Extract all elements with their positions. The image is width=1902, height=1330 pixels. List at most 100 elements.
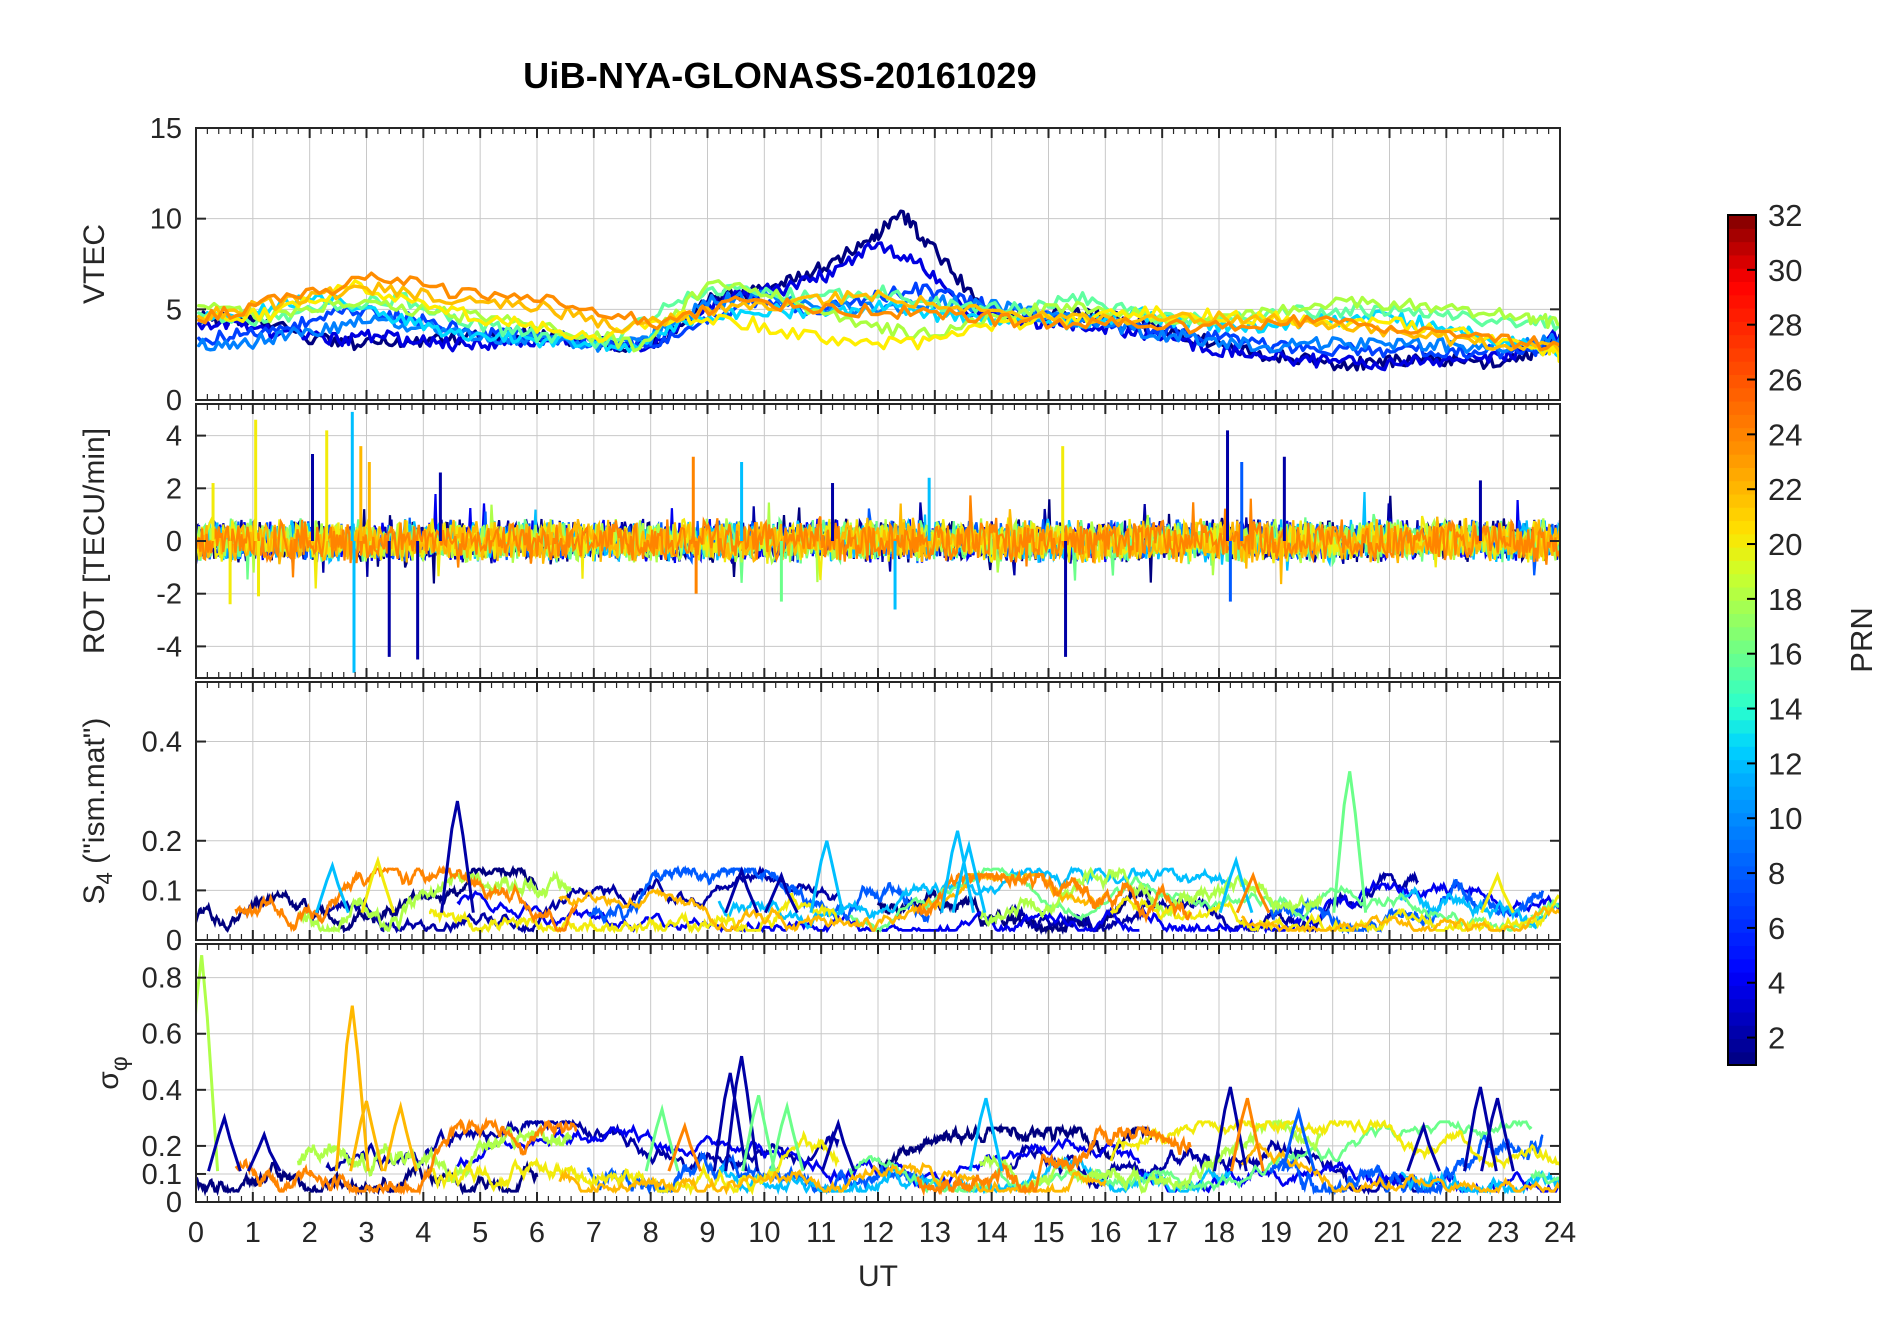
data-peak <box>360 855 396 914</box>
x-tick-label: 4 <box>415 1217 431 1249</box>
colorbar-segment <box>1728 427 1756 442</box>
data-series <box>234 1116 578 1197</box>
y-axis-label: VTEC <box>78 224 111 304</box>
y-tick-label: -4 <box>156 631 182 663</box>
colorbar-segment <box>1728 653 1756 668</box>
colorbar-segment <box>1728 493 1756 508</box>
colorbar-tick-label: 22 <box>1768 472 1802 507</box>
panel-rot: -4 -2 0 2 4 ROT [TECU/min] <box>78 403 1561 679</box>
colorbar-segment <box>1728 945 1756 960</box>
colorbar-segment <box>1728 215 1756 229</box>
data-series <box>558 1161 1107 1196</box>
colorbar-tick-label: 12 <box>1768 746 1802 781</box>
x-tick-label: 18 <box>1203 1217 1235 1249</box>
data-series <box>718 1156 1232 1196</box>
data-series <box>428 892 839 935</box>
colorbar-segment <box>1728 454 1756 468</box>
data-series <box>1240 905 1560 934</box>
colorbar-segment <box>1728 865 1756 880</box>
colorbar-segment <box>1728 626 1756 641</box>
data-peak <box>712 1072 748 1172</box>
x-tick-label: 24 <box>1544 1217 1576 1249</box>
data-series <box>197 279 1560 363</box>
figure-title: UiB-NYA-GLONASS-20161029 <box>523 55 1037 96</box>
y-axis-label: S4 ("ism.mat") <box>78 718 117 905</box>
y-tick-label: 0.1 <box>142 1159 182 1191</box>
y-axis-label: ROT [TECU/min] <box>78 428 111 654</box>
x-tick-label: 19 <box>1260 1217 1292 1249</box>
colorbar-tick-label: 14 <box>1768 692 1802 727</box>
colorbar-tick-label: 24 <box>1768 417 1802 452</box>
colorbar-segment <box>1728 586 1756 601</box>
data-peak <box>724 866 759 914</box>
colorbar-segment <box>1728 294 1756 309</box>
colorbar-segment <box>1728 387 1756 402</box>
y-tick-label: 15 <box>150 113 182 145</box>
colorbar-segment <box>1728 799 1756 814</box>
x-tick-label: 9 <box>699 1217 715 1249</box>
data-series <box>325 865 840 935</box>
y-tick-label: 0 <box>166 925 182 957</box>
colorbar-segment <box>1728 693 1756 708</box>
data-series <box>1530 1169 1560 1185</box>
data-peak <box>196 955 220 1172</box>
colorbar-segment <box>1728 467 1756 482</box>
colorbar-segment <box>1728 440 1756 455</box>
x-tick-label: 20 <box>1317 1217 1349 1249</box>
x-tick-label: 22 <box>1430 1217 1462 1249</box>
data-series <box>197 279 1560 353</box>
data-peak <box>741 1095 777 1172</box>
colorbar-segment <box>1728 825 1756 840</box>
colorbar-tick-label: 18 <box>1768 582 1802 617</box>
x-tick-label: 6 <box>529 1217 545 1249</box>
colorbar-segment <box>1728 679 1756 694</box>
data-peak <box>1281 1106 1316 1172</box>
data-peak <box>334 1005 370 1172</box>
colorbar-segment <box>1728 507 1756 522</box>
colorbar-segment <box>1728 334 1756 349</box>
colorbar-frame <box>1727 214 1757 1066</box>
colorbar-segment <box>1728 241 1756 256</box>
data-series <box>196 864 539 934</box>
series-group <box>196 411 1560 673</box>
colorbar-segment <box>1728 772 1756 787</box>
data-series <box>979 866 1323 928</box>
colorbar-segment <box>1728 1051 1756 1066</box>
data-series <box>197 283 1560 349</box>
colorbar-tick-label: 16 <box>1768 637 1802 672</box>
colorbar-tick-label: 20 <box>1768 527 1802 562</box>
y-tick-label: 0.2 <box>142 1131 182 1163</box>
colorbar-segment <box>1728 719 1756 734</box>
x-tick-label: 14 <box>976 1217 1008 1249</box>
colorbar-segment <box>1728 480 1756 495</box>
colorbar-segment <box>1728 839 1756 854</box>
colorbar-segment <box>1728 520 1756 535</box>
colorbar-segment <box>1728 1011 1756 1026</box>
data-series <box>876 1122 1153 1173</box>
colorbar-segment <box>1728 1025 1756 1040</box>
colorbar-segment <box>1728 932 1756 947</box>
colorbar-segment <box>1728 533 1756 548</box>
colorbar-segment <box>1728 998 1756 1013</box>
x-tick-label: 23 <box>1487 1217 1519 1249</box>
colorbar-tick-label: 32 <box>1768 198 1802 233</box>
data-series <box>197 281 1560 360</box>
y-axis-label: σφ <box>92 1056 132 1089</box>
data-peak <box>440 800 475 913</box>
data-peak <box>383 1100 418 1172</box>
colorbar-segment <box>1728 347 1756 362</box>
data-series <box>587 864 931 925</box>
x-tick-label: 1 <box>245 1217 261 1249</box>
x-tick-label: 21 <box>1373 1217 1405 1249</box>
series-group <box>197 209 1560 372</box>
colorbar-segment <box>1728 374 1756 389</box>
y-tick-label: 0 <box>166 385 182 417</box>
colorbar-segment <box>1728 985 1756 1000</box>
y-tick-label: 0.2 <box>142 826 182 858</box>
series-group <box>196 955 1560 1197</box>
colorbar-label: PRN <box>1844 607 1879 672</box>
colorbar-segment <box>1728 879 1756 893</box>
colorbar-segment <box>1728 361 1756 375</box>
